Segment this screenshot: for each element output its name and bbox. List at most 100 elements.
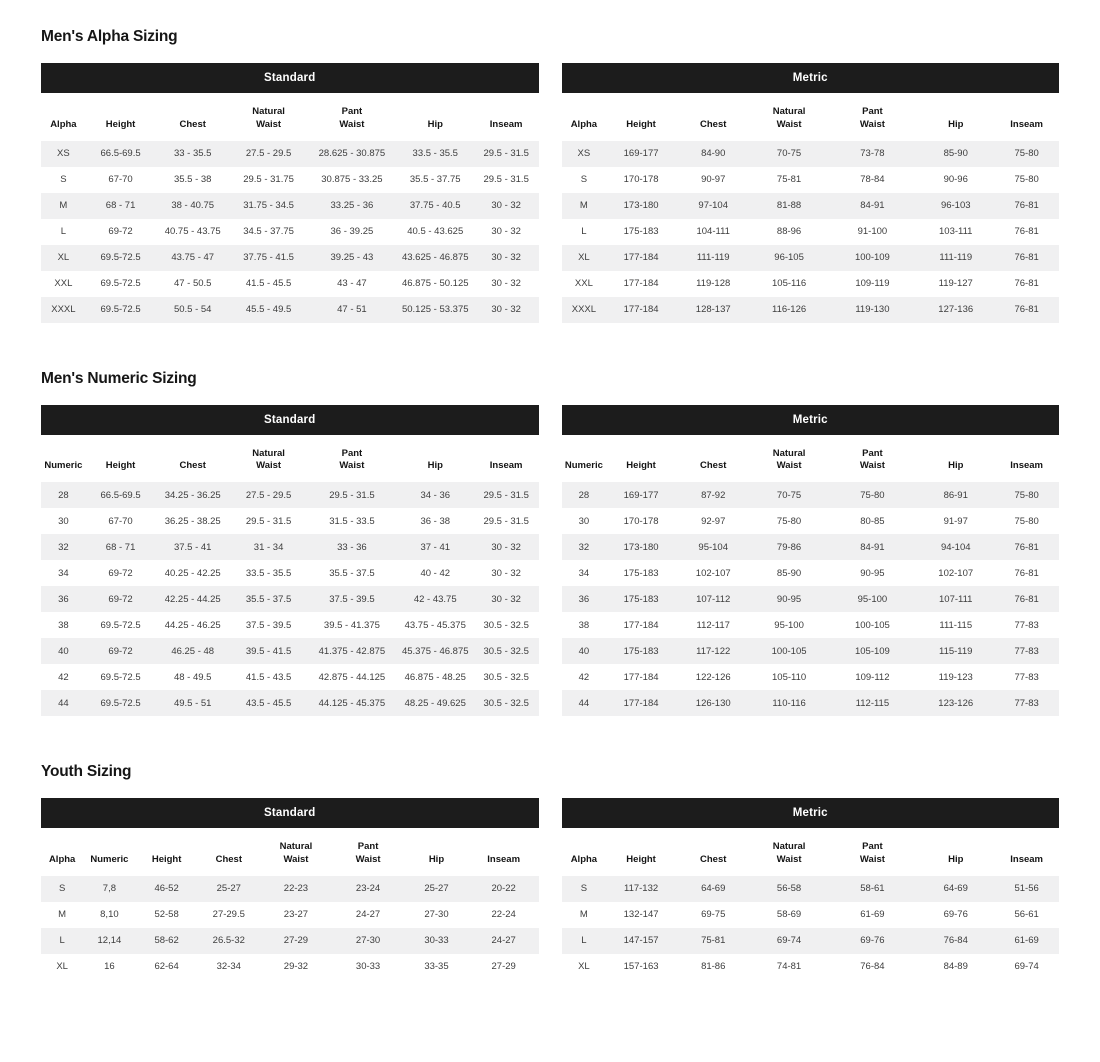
cell: 27.5 - 29.5 [245,148,292,160]
cell: 170-178 [623,174,659,186]
cell: 175-183 [623,593,659,605]
cell: 33-35 [424,961,449,973]
column-header: Pant Waist [339,447,365,472]
cell: 42 - 43.75 [413,593,457,605]
cell: 76-84 [943,935,968,947]
cell: 177-184 [623,304,659,316]
cell: 48 - 49.5 [173,671,212,683]
cell: M [579,909,588,921]
cell: 42 [578,671,590,683]
cell: 110-116 [772,697,806,709]
cell: 22-24 [491,909,516,921]
cell: 107-112 [696,593,731,605]
cell: 27-29.5 [212,909,245,921]
cell: 84-91 [860,541,885,553]
column-header: Pant Waist [859,841,885,866]
cell: 29.5 - 31.5 [483,174,529,186]
cell: 40.5 - 43.625 [407,226,464,238]
cell: 49.5 - 51 [173,697,212,709]
column-header: Numeric [90,854,129,866]
column-header: Hip [948,460,964,472]
cell: 90-95 [860,567,885,579]
cell: 32 [578,541,590,553]
table-row: XL 69.5-72.5 43.75 - 47 37.75 - 41.5 39.25 -… [41,244,539,271]
cell: 132-147 [623,909,659,921]
cell: 81-88 [776,200,802,212]
cell: 29.5 - 31.5 [245,515,292,527]
cell: 39.5 - 41.5 [245,645,292,657]
cell: 85-90 [776,567,802,579]
cell: 100-105 [854,619,890,631]
cell: 31.75 - 34.5 [243,200,294,212]
cell: 157-163 [623,961,659,973]
cell: 29.5 - 31.5 [483,148,529,160]
cell: 96-103 [940,200,971,212]
cell: XS [577,148,591,160]
column-header: Natural Waist [772,106,806,130]
cell: 44 [58,697,69,709]
section-youth-sizing: Youth Sizing Standard Alpha Numeric Height… [41,763,1059,980]
cell: 58-62 [154,935,179,947]
cell: 86-91 [943,489,968,501]
cell: 37 - 41 [420,541,451,553]
tables-row: Standard Numeric Height Chest Natural Waist… [41,404,1060,717]
cell: 30.5 - 32.5 [483,645,529,657]
cell: 69-74 [1014,961,1039,973]
cell: 75-80 [1014,515,1039,527]
cell: 35.5 - 38 [173,174,212,186]
column-header: Pant Waist [355,841,381,866]
cell: 43.75 - 47 [171,252,215,264]
table-row: M 8,10 52-58 27-29.5 23-27 24-27 27-30 22-24 [41,901,539,928]
table-band: Standard [41,404,539,435]
column-header-row: Numeric Height Chest Natural Waist Pant Wais… [562,435,1060,483]
cell: 34 [578,567,590,579]
column-header: Chest [215,854,242,866]
cell: 119-130 [855,304,890,316]
cell: 175-183 [623,567,659,579]
cell: 67-70 [108,174,133,186]
cell: 75-80 [860,489,885,501]
cell: 36.25 - 38.25 [164,515,221,527]
standard-size-table: Standard Alpha Height Chest Natural Waist Pa… [41,63,539,323]
cell: 30 [578,515,590,527]
cell: 122-126 [695,671,731,683]
table-row: L 175-183 104-111 88-96 91-100 103-111 76-81 [561,218,1059,245]
table-row: L 69-72 40.75 - 43.75 34.5 - 37.75 36 - 39.2… [41,218,539,245]
table-row: S 117-132 64-69 56-58 58-61 64-69 51-56 [561,875,1059,902]
cell: 35.5 - 37.5 [329,567,375,579]
size-table-grid: Alpha Height Chest Natural Waist Pant Waist H… [561,93,1059,323]
metric-size-table: Metric Alpha Height Chest Natural Waist Pant… [561,63,1059,323]
cell: 175-183 [623,645,659,657]
cell: 52-58 [154,909,179,921]
cell: 69.5-72.5 [100,252,141,264]
cell: 68 - 71 [105,200,136,212]
cell: 43.625 - 46.875 [401,252,469,264]
cell: 95-100 [857,593,888,605]
cell: 64-69 [943,883,968,895]
cell: 30.5 - 32.5 [483,671,529,683]
cell: 87-92 [701,489,726,501]
cell: 75-80 [1014,148,1039,160]
cell: 51-56 [1014,883,1039,895]
cell: 112-115 [855,697,890,709]
cell: 36 [58,593,69,605]
table-row: M 132-147 69-75 58-69 61-69 69-76 56-61 [561,901,1059,928]
column-header: Height [626,118,656,130]
section-mens-alpha-sizing: Men's Alpha Sizing Standard Alpha Height C… [41,28,1059,323]
cell: 30 - 32 [491,278,521,290]
cell: 36 - 38 [420,515,451,527]
column-header-row: Alpha Height Chest Natural Waist Pant Waist H… [562,828,1060,876]
cell: 64-69 [701,883,726,895]
metric-size-table: Metric Alpha Height Chest Natural Waist Pant… [561,798,1060,980]
cell: 38 [578,619,590,631]
cell: 44 [578,697,590,709]
cell: 76-81 [1014,593,1039,605]
cell: 23-27 [283,909,309,921]
table-row: XL 157-163 81-86 74-81 76-84 84-89 69-74 [561,953,1059,980]
cell: 69-72 [108,645,133,657]
cell: 36 [578,593,590,605]
table-row: 36 69-72 42.25 - 44.25 35.5 - 37.5 37.5 - 39… [41,586,539,613]
cell: 44.25 - 46.25 [164,619,221,631]
cell: 12,14 [97,935,122,947]
cell: 58-69 [776,909,802,921]
